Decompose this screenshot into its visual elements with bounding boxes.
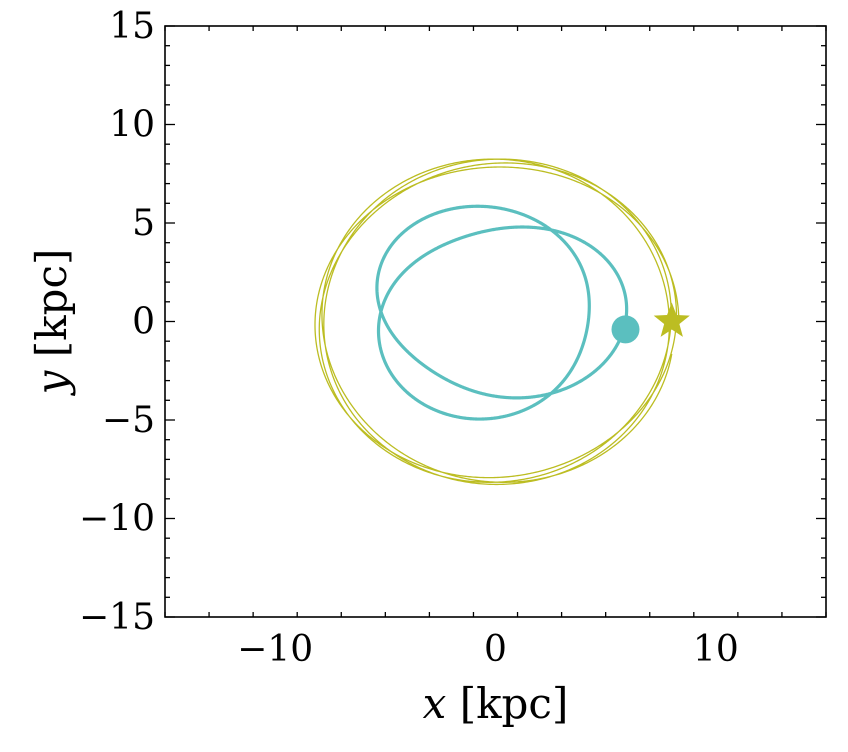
inner-orbit-path (375, 204, 629, 421)
x-axis-label: x [kpc] (423, 679, 569, 728)
y-tick-label: −15 (79, 597, 155, 638)
tick-group (164, 25, 827, 618)
y-axis-unit: [kpc] (27, 249, 76, 371)
outer-orbit-path-0 (314, 158, 680, 486)
orbit-series-group (314, 158, 680, 486)
x-tick-label: 0 (484, 629, 507, 670)
circle-marker (611, 315, 640, 344)
x-tick-label: −10 (237, 629, 313, 670)
y-tick-label: −10 (79, 499, 155, 540)
plot-frame (164, 25, 827, 618)
y-tick-label: 0 (132, 302, 155, 343)
star-marker (653, 302, 690, 337)
marker-group (611, 302, 690, 344)
y-axis-label: y [kpc] (27, 249, 76, 397)
x-axis-variable: x (423, 679, 447, 728)
x-tick-label: 10 (693, 629, 739, 670)
y-tick-label: 5 (132, 203, 155, 244)
x-axis-unit: [kpc] (446, 679, 568, 728)
y-axis-variable: y (27, 369, 76, 396)
y-tick-label: 15 (109, 6, 155, 47)
y-tick-label: 10 (109, 105, 155, 146)
tick-label-group: −10 0 10 −15 −10 −5 0 5 10 15 (79, 6, 739, 670)
y-tick-label: −5 (102, 400, 155, 441)
